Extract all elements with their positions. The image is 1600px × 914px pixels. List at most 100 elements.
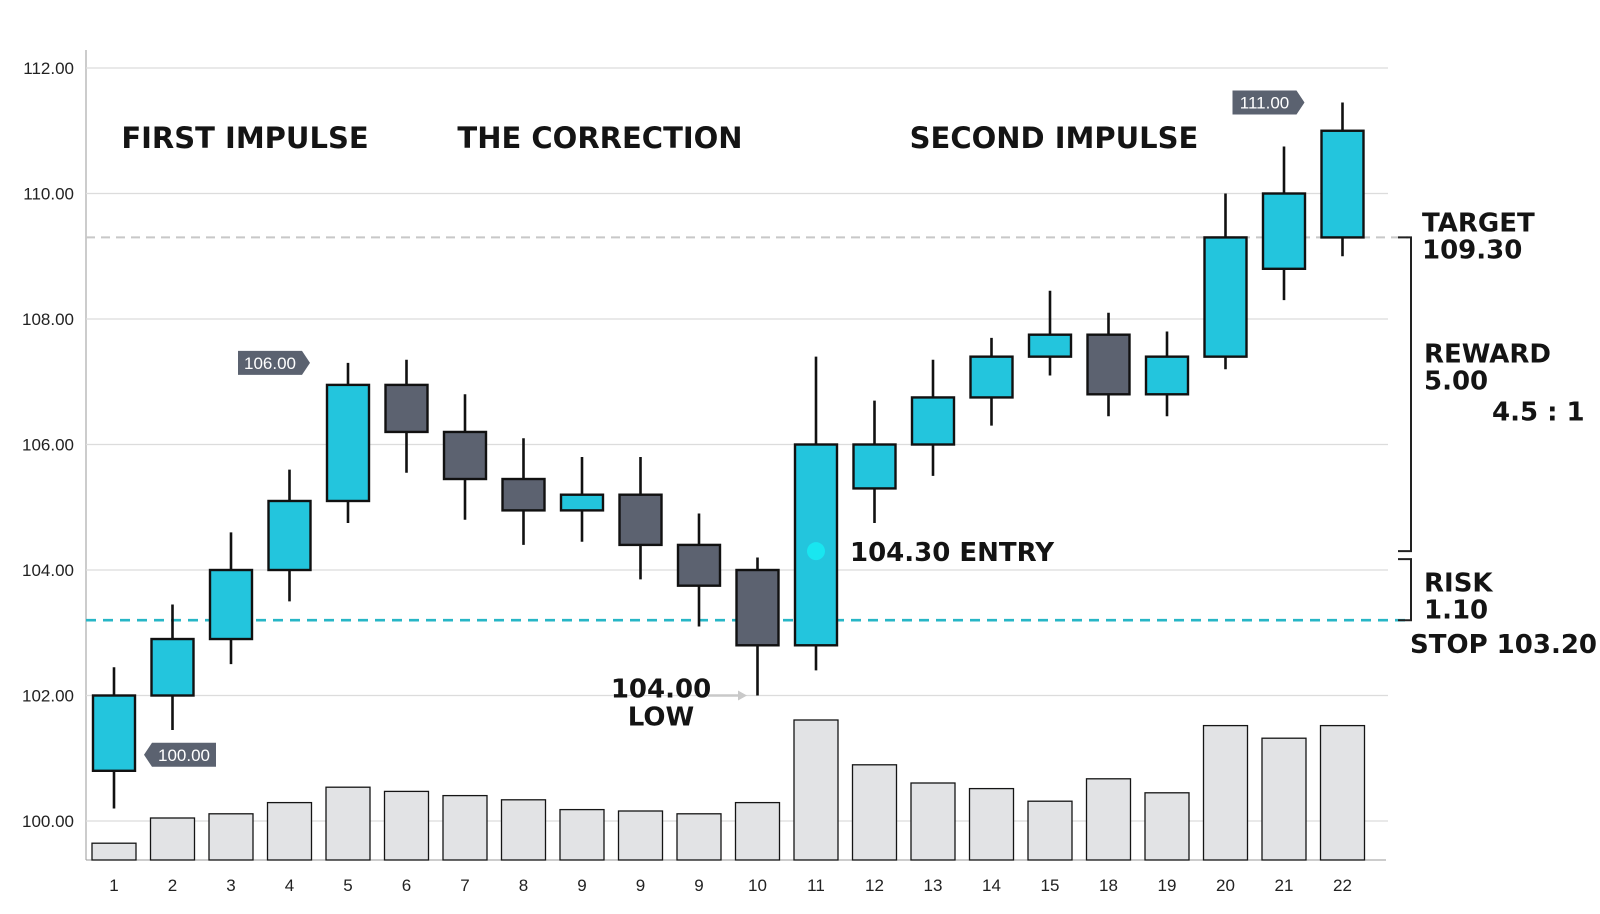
x-tick-label: 7 [460,876,469,895]
candle-body [559,493,605,512]
candle-body [384,383,429,434]
price-badge [238,350,310,375]
volume-bar [383,790,430,861]
x-tick-label: 12 [865,876,884,895]
x-tick-label: 11 [807,876,825,895]
x-tick-label: 10 [748,876,767,895]
volume-bar [676,813,722,861]
y-tick-label: 102.00 [22,687,74,706]
price-badge-text: 100.00 [158,746,210,765]
volume-bar [500,799,547,861]
volume-bar [1319,724,1366,861]
volume-bar [1202,724,1249,861]
volume-bar [734,801,781,861]
risk-value: 1.10 [1424,596,1488,626]
x-tick-label: 13 [924,876,943,895]
low-note-text: LOW [628,703,694,733]
phase-label: SECOND IMPULSE [910,121,1199,155]
y-tick-label: 104.00 [22,561,74,580]
y-tick-label: 112.00 [23,59,74,78]
entry-label: 104.30 ENTRY [850,538,1055,568]
volume-bar [617,810,664,861]
price-badge [144,742,216,767]
candle-body [1261,192,1307,271]
reward-value: 5.00 [1424,366,1488,396]
price-badge-text: 106.00 [244,354,296,373]
candle-layer [91,102,1365,809]
grid-layer: 100.00 102.00 104.00 106.00 108.00 110.00 112.… [22,50,1388,861]
candle-body [91,694,137,773]
label-layer: 1 2 3 4 5 6 7 8 9 9 9 10 11 12 13 14 15 18 19 20 21 22104.30 … [109,90,1597,895]
volume-bar [910,782,956,861]
x-tick-label: 14 [982,876,1001,895]
candle-body [267,499,312,572]
volume-bar [149,817,196,861]
x-tick-label: 20 [1216,876,1235,895]
y-tick-label: 100.00 [22,812,74,831]
phase-label: THE CORRECTION [457,121,742,155]
candle-body [1144,355,1190,396]
x-tick-label: 22 [1333,876,1352,895]
volume-bar [442,794,488,861]
x-tick-label: 9 [694,876,703,895]
risk-label: RISK [1424,569,1493,599]
candle-body [1203,236,1248,358]
candle-body [735,568,780,647]
volume-bar [1261,737,1307,861]
price-badge-text: 111.00 [1240,94,1289,113]
y-tick-label: 106.00 [22,436,74,455]
y-tick-label: 110.00 [23,185,74,204]
candle-body [208,568,254,641]
x-tick-label: 4 [285,876,294,895]
price-badge [1232,90,1305,115]
candle-body [501,477,546,512]
reward-bracket [1398,236,1412,553]
risk-bracket [1398,558,1412,622]
volume-bar [968,787,1015,861]
y-tick-label: 108.00 [22,310,74,329]
target-value: 109.30 [1422,235,1522,265]
stop-label: STOP 103.20 [1410,630,1597,660]
volume-bar [1085,778,1132,861]
low-note-value: 104.00 [611,675,711,705]
x-tick-label: 21 [1275,876,1294,895]
volume-bar [208,813,254,861]
volume-layer [91,719,1366,861]
x-tick-label: 5 [343,876,352,895]
candle-body [676,543,722,587]
level-layer [86,236,1408,622]
candle-body [618,493,663,547]
x-tick-label: 15 [1041,876,1060,895]
x-tick-label: 2 [168,876,177,895]
volume-bar [1027,800,1073,861]
x-tick-label: 9 [636,876,645,895]
candle-body [852,443,897,490]
low-note-arrowhead [738,690,747,701]
volume-bar [1144,792,1190,861]
reward-label: REWARD [1424,339,1551,369]
volume-bar [793,719,839,861]
candle-body [969,355,1014,399]
volume-bar [266,801,313,861]
volume-bar [559,808,605,861]
x-tick-label: 1 [109,876,118,895]
candle-body [1086,333,1131,396]
candle-body [150,637,195,697]
entry-dot [807,542,825,561]
target-label: TARGET [1422,208,1535,238]
candle-body [910,396,956,446]
x-tick-label: 8 [519,876,528,895]
candle-body [325,383,371,503]
x-tick-label: 18 [1099,876,1118,895]
x-tick-label: 19 [1158,876,1177,895]
candle-body [1027,333,1073,358]
volume-bar [91,842,137,861]
phase-label: FIRST IMPULSE [121,121,368,155]
volume-bar [851,764,898,861]
x-tick-label: 6 [402,876,411,895]
volume-bar [325,786,371,861]
candle-body [1320,129,1365,239]
candle-body [442,430,488,481]
x-tick-label: 3 [226,876,235,895]
